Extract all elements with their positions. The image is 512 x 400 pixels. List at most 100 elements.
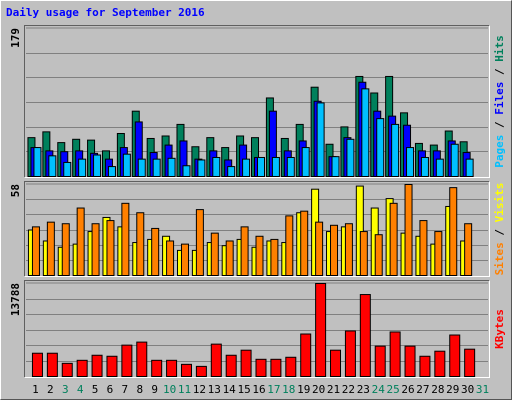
y-tick-label: 13788 — [9, 283, 22, 316]
x-tick-label: 12 — [193, 383, 206, 396]
bar — [151, 359, 163, 378]
bar — [374, 234, 383, 276]
bar — [225, 240, 234, 276]
legend-separator: / — [493, 62, 506, 82]
bar — [76, 207, 85, 276]
bar — [63, 161, 72, 178]
x-tick-label: 2 — [47, 383, 54, 396]
x-tick-label: 17 — [267, 383, 280, 396]
legend-entry: KBytes — [493, 309, 506, 349]
legend-separator: / — [493, 115, 506, 135]
bar — [389, 331, 401, 378]
legend-entry: Visits — [493, 183, 506, 223]
bar — [166, 240, 175, 276]
bar — [374, 345, 386, 378]
chart-title: Daily usage for September 2016 — [6, 6, 205, 19]
bar — [316, 102, 325, 177]
bar — [361, 88, 370, 177]
bar — [31, 352, 43, 378]
bar — [406, 147, 415, 177]
bar — [180, 243, 189, 277]
legend: KBytes — [493, 309, 506, 349]
bar — [419, 355, 431, 378]
bar — [210, 343, 222, 378]
bar — [121, 344, 133, 378]
bar — [464, 348, 476, 378]
x-tick-label: 25 — [387, 383, 400, 396]
bar — [33, 147, 42, 177]
legend-entry: Pages — [493, 135, 506, 168]
bar — [404, 345, 416, 378]
bar — [210, 232, 219, 276]
bar — [300, 210, 309, 276]
x-tick-label: 30 — [461, 383, 474, 396]
bar — [195, 209, 204, 277]
bar — [240, 349, 252, 378]
x-tick-label: 27 — [416, 383, 429, 396]
bar — [389, 202, 398, 277]
bar — [106, 355, 118, 378]
bar — [330, 349, 342, 378]
bar — [376, 118, 385, 177]
bar — [330, 224, 339, 277]
x-tick-label: 11 — [178, 383, 191, 396]
bar — [212, 156, 221, 178]
x-tick-label: 31 — [476, 383, 489, 396]
bar — [122, 153, 131, 178]
bar — [76, 359, 88, 378]
bar — [270, 238, 279, 276]
bar — [404, 184, 413, 276]
x-tick-label: 15 — [237, 383, 250, 396]
bar — [315, 221, 324, 276]
y-tick-label: 58 — [9, 184, 22, 197]
panel-bevel-dark — [24, 280, 490, 378]
x-tick-label: 16 — [252, 383, 265, 396]
bar — [182, 165, 191, 178]
x-tick-label: 23 — [357, 383, 370, 396]
x-tick-label: 13 — [208, 383, 221, 396]
x-tick-label: 24 — [372, 383, 386, 396]
bar — [359, 294, 371, 378]
bar — [46, 352, 58, 378]
legend: Sites / Visits — [493, 183, 506, 276]
bar — [434, 350, 446, 378]
bar — [271, 156, 280, 178]
bar — [195, 365, 207, 378]
bar — [240, 226, 249, 277]
bar — [106, 220, 115, 277]
x-tick-label: 29 — [446, 383, 459, 396]
bar — [270, 358, 282, 378]
x-tick-label: 18 — [282, 383, 295, 396]
x-tick-label: 9 — [151, 383, 158, 396]
panel-bevel-light — [24, 280, 490, 378]
bar — [46, 221, 55, 276]
bar — [61, 362, 73, 378]
y-tick-label: 179 — [9, 28, 22, 48]
legend-entry: Sites — [493, 242, 506, 275]
bar — [61, 223, 70, 276]
x-tick-label: 5 — [92, 383, 99, 396]
bar — [152, 158, 161, 177]
bar — [136, 341, 148, 378]
x-tick-label: 19 — [297, 383, 310, 396]
bar — [180, 363, 192, 378]
x-tick-label: 3 — [62, 383, 69, 396]
bar — [449, 187, 458, 276]
bar — [346, 138, 355, 177]
bar — [151, 227, 160, 276]
x-tick-label: 26 — [401, 383, 414, 396]
bar — [450, 143, 459, 178]
bar — [197, 159, 206, 177]
bar — [285, 215, 294, 276]
bar — [434, 231, 443, 277]
bar — [285, 356, 297, 378]
bar — [255, 235, 264, 276]
panel-bevel-light — [24, 25, 490, 178]
panel-bevel-dark — [24, 25, 490, 178]
bar — [227, 166, 236, 178]
panel-bevel-dark — [24, 181, 490, 277]
x-tick-label: 14 — [223, 383, 237, 396]
bar — [286, 156, 295, 178]
bar — [420, 156, 429, 178]
